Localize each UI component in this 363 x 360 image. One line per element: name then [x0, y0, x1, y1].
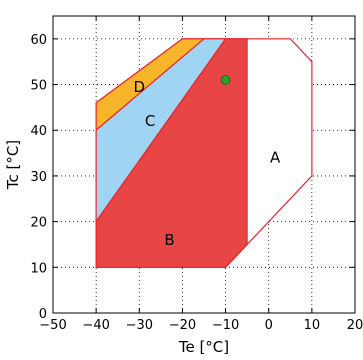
x-tick-label: −30	[126, 318, 153, 333]
x-tick-label: 0	[265, 318, 273, 333]
ticks-layer: −50 −40 −30 −20 −10 0 10 20 0 10 20 30 40 50 60	[30, 16, 363, 333]
region-label-c: C	[145, 112, 155, 130]
operating-point-marker	[220, 75, 231, 85]
region-label-d: D	[134, 78, 146, 96]
y-axis-label: Tc [°C]	[4, 140, 22, 190]
y-tick-label: 0	[39, 307, 47, 322]
x-tick-label: −20	[169, 318, 196, 333]
y-tick-label: 20	[30, 216, 47, 231]
x-tick-label: 20	[347, 318, 363, 333]
region-label-a: A	[270, 149, 281, 167]
x-tick-label: −40	[82, 318, 109, 333]
y-tick-label: 60	[30, 33, 47, 48]
x-tick-label: −50	[39, 318, 66, 333]
x-tick-label: −10	[212, 318, 239, 333]
x-tick-label: 10	[304, 318, 321, 333]
regions-layer	[95, 38, 313, 268]
y-tick-label: 50	[30, 79, 47, 94]
y-tick-label: 10	[30, 261, 47, 276]
region-label-b: B	[164, 231, 174, 249]
points-layer	[220, 75, 231, 85]
y-tick-label: 30	[30, 170, 47, 185]
plot-frame	[52, 15, 356, 314]
region-labels-layer: A DC B	[134, 78, 282, 249]
x-axis-label: Te [°C]	[178, 338, 229, 356]
region-b	[95, 38, 248, 268]
y-tick-label: 40	[30, 124, 47, 139]
